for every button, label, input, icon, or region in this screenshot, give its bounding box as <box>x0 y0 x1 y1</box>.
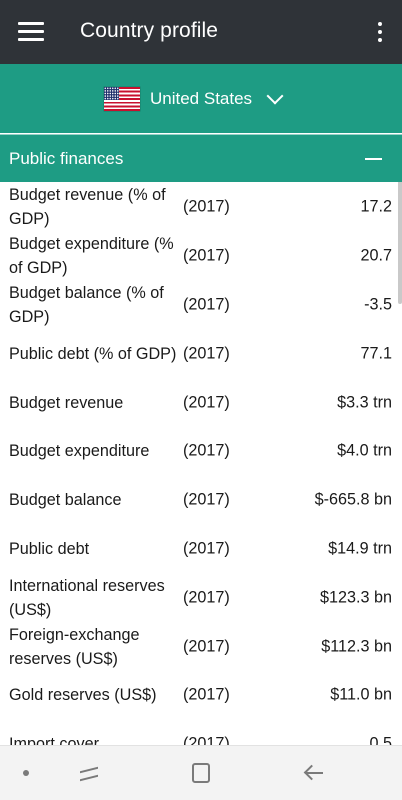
row-label: Budget balance <box>9 491 122 510</box>
table-row: Budget balance (% of GDP) (2017) -3.5 <box>0 281 402 330</box>
row-year: (2017) <box>183 637 230 656</box>
row-value: 20.7 <box>360 246 392 265</box>
dot-icon[interactable] <box>23 770 29 776</box>
country-bar: United States <box>0 64 402 304</box>
row-label: International reserves (US$) <box>9 576 165 619</box>
row-value: $3.3 trn <box>337 393 392 412</box>
row-label: Gold reserves (US$) <box>9 686 157 705</box>
table-row: International reserves (US$) (2017) $123.3… <box>0 573 402 622</box>
table-row: Foreign-exchange reserves (US$) (2017) $11… <box>0 622 402 671</box>
table-row: Budget expenditure (2017) $4.0 trn <box>0 427 402 476</box>
table-row: Public debt (2017) $14.9 trn <box>0 525 402 574</box>
home-icon[interactable] <box>192 763 210 783</box>
row-label: Foreign-exchange reserves (US$) <box>9 625 140 668</box>
row-label: Budget revenue <box>9 393 124 412</box>
row-label: Budget expenditure (% of GDP) <box>9 235 174 278</box>
row-value: 17.2 <box>360 197 392 216</box>
row-label: Budget balance (% of GDP) <box>9 283 164 326</box>
row-value: 77.1 <box>360 344 392 363</box>
app-bar: Country profile <box>0 0 402 64</box>
table-row: Budget balance (2017) $-665.8 bn <box>0 476 402 525</box>
row-year: (2017) <box>183 393 230 412</box>
table-row: Gold reserves (US$) (2017) $11.0 bn <box>0 671 402 720</box>
table-row: Budget revenue (% of GDP) (2017) 17.2 <box>0 183 402 232</box>
row-value: $11.0 bn <box>330 685 392 704</box>
country-name: United States <box>150 89 253 108</box>
section-header-public-finances[interactable]: Public finances <box>0 134 402 182</box>
row-value: $112.3 bn <box>321 637 392 656</box>
row-value: $-665.8 bn <box>314 490 392 509</box>
row-value: -3.5 <box>364 295 392 314</box>
row-label: Budget revenue (% of GDP) <box>9 186 166 229</box>
row-year: (2017) <box>183 197 230 216</box>
table-row: Budget expenditure (% of GDP) (2017) 20.7 <box>0 232 402 281</box>
row-year: (2017) <box>183 490 230 509</box>
indicator-list: Budget revenue (% of GDP) (2017) 17.2 Budge… <box>0 183 402 769</box>
row-label: Public debt (% of GDP) <box>9 344 177 363</box>
back-icon[interactable] <box>303 763 325 783</box>
section-title: Public finances <box>9 149 124 168</box>
row-year: (2017) <box>183 295 230 314</box>
row-value: $14.9 trn <box>328 539 392 558</box>
row-year: (2017) <box>183 588 230 607</box>
row-label: Budget expenditure <box>9 442 150 461</box>
row-year: (2017) <box>183 539 230 558</box>
row-year: (2017) <box>183 441 230 460</box>
hamburger-menu-icon[interactable] <box>18 20 44 44</box>
row-year: (2017) <box>183 685 230 704</box>
us-flag-icon <box>104 87 140 111</box>
scrollbar[interactable] <box>398 154 402 304</box>
row-value: $4.0 trn <box>337 441 392 460</box>
system-nav-bar <box>0 745 402 800</box>
table-row: Public debt (% of GDP) (2017) 77.1 <box>0 329 402 378</box>
country-dropdown[interactable]: United States <box>104 86 284 112</box>
table-row: Budget revenue (2017) $3.3 trn <box>0 378 402 427</box>
collapse-minus-icon[interactable] <box>365 158 382 160</box>
recent-apps-icon[interactable] <box>78 763 100 783</box>
row-year: (2017) <box>183 344 230 363</box>
page-title: Country profile <box>80 19 219 42</box>
row-label: Public debt <box>9 539 90 558</box>
row-year: (2017) <box>183 246 230 265</box>
row-value: $123.3 bn <box>319 588 392 607</box>
more-vert-icon[interactable] <box>376 22 384 44</box>
chevron-down-icon <box>266 87 284 105</box>
